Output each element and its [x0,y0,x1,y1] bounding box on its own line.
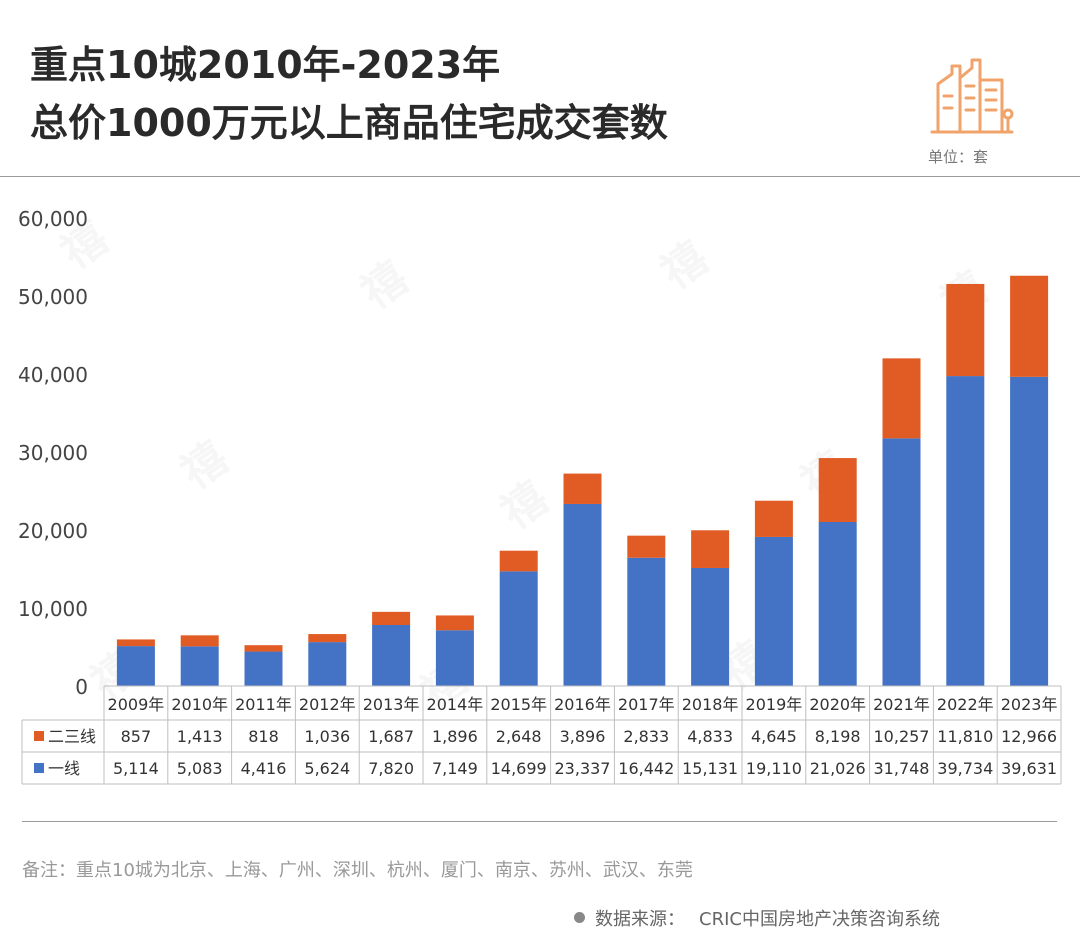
bar-tier1 [563,503,602,686]
bar-tier1 [818,521,857,686]
x-tick-label: 2012年 [299,695,356,714]
data-label: 7,820 [368,759,414,778]
y-tick-label: 30,000 [18,441,88,465]
data-label: 4,833 [687,727,733,746]
bar-tier23 [435,615,474,631]
data-label: 1,036 [304,727,350,746]
bar-tier1 [180,646,219,686]
data-label: 1,413 [177,727,223,746]
bar-tier23 [116,639,155,647]
x-tick-label: 2019年 [746,695,803,714]
y-tick-label: 60,000 [18,207,88,231]
data-label: 39,734 [937,759,993,778]
legend-key [34,731,44,741]
bar-tier1 [946,376,985,686]
y-tick-label: 20,000 [18,519,88,543]
data-label: 8,198 [815,727,861,746]
stacked-bar-chart: 0 10,000 20,000 30,000 40,000 50,000 60,000 200… [18,207,1062,785]
data-label: 15,131 [682,759,738,778]
data-label: 7,149 [432,759,478,778]
data-label: 2,833 [623,727,669,746]
x-tick-label: 2022年 [937,695,994,714]
bullet-icon [574,912,585,923]
bar-tier23 [691,530,730,568]
x-tick-label: 2014年 [427,695,484,714]
bar-tier1 [754,536,793,686]
bar-tier23 [754,500,793,537]
city-buildings-icon [930,58,1014,134]
data-label: 2,648 [496,727,542,746]
data-label: 31,748 [874,759,930,778]
legend-key [34,763,44,773]
data-label: 16,442 [618,759,674,778]
bar-tier23 [818,458,857,522]
bar-tier23 [882,358,921,439]
bar-tier23 [372,611,411,626]
x-tick-label: 2020年 [809,695,866,714]
bar-tier23 [180,635,219,647]
bar-tier23 [946,283,985,377]
data-label: 14,699 [491,759,547,778]
bar-tier1 [691,567,730,686]
y-tick-label: 0 [75,675,88,699]
bar-tier23 [1010,275,1049,377]
bar-tier1 [627,557,666,686]
legend-label: 二三线 [48,727,96,746]
x-tick-label: 2023年 [1001,695,1058,714]
data-label: 857 [121,727,152,746]
data-label: 12,966 [1001,727,1057,746]
data-label: 1,687 [368,727,414,746]
data-label: 19,110 [746,759,802,778]
bar-tier1 [372,625,411,686]
bar-tier1 [435,630,474,686]
bar-tier1 [499,571,538,686]
bar-tier1 [116,646,155,686]
data-label: 1,896 [432,727,478,746]
data-label: 5,114 [113,759,159,778]
x-tick-label: 2009年 [108,695,165,714]
divider-top [0,176,1080,177]
y-tick-label: 40,000 [18,363,88,387]
bar-tier23 [308,634,347,643]
data-label: 4,645 [751,727,797,746]
bar-tier23 [244,645,283,652]
data-label: 11,810 [937,727,993,746]
bar-tier23 [627,535,666,558]
legend-label: 一线 [48,759,80,778]
x-tick-label: 2018年 [682,695,739,714]
y-tick-label: 50,000 [18,285,88,309]
x-tick-label: 2011年 [235,695,292,714]
bar-tier1 [244,651,283,686]
bar-tier23 [499,550,538,572]
source-value: CRIC中国房地产决策咨询系统 [699,909,940,930]
data-label: 21,026 [810,759,866,778]
data-label: 5,083 [177,759,223,778]
bar-tier1 [1010,376,1049,686]
data-label: 818 [248,727,279,746]
data-label: 39,631 [1001,759,1057,778]
y-tick-label: 10,000 [18,597,88,621]
x-tick-label: 2015年 [490,695,547,714]
data-source: 数据来源： CRIC中国房地产决策咨询系统 [574,905,940,931]
x-tick-label: 2016年 [554,695,611,714]
data-label: 23,337 [555,759,611,778]
data-label: 5,624 [304,759,350,778]
x-tick-label: 2010年 [171,695,228,714]
x-tick-label: 2017年 [618,695,675,714]
bar-tier1 [882,438,921,686]
x-tick-label: 2021年 [873,695,930,714]
data-label: 10,257 [874,727,930,746]
data-label: 3,896 [560,727,606,746]
source-label: 数据来源： [595,909,685,930]
divider-bottom [22,821,1057,822]
bar-tier1 [308,642,347,686]
unit-label: 单位：套 [928,148,989,166]
chart-title-line2: 总价1000万元以上商品住宅成交套数 [30,101,668,145]
chart-title-line1: 重点10城2010年-2023年 [30,43,501,87]
x-tick-label: 2013年 [363,695,420,714]
bar-tier23 [563,473,602,504]
footnote: 备注：重点10城为北京、上海、广州、深圳、杭州、厦门、南京、苏州、武汉、东莞 [22,860,693,881]
data-label: 4,416 [241,759,287,778]
